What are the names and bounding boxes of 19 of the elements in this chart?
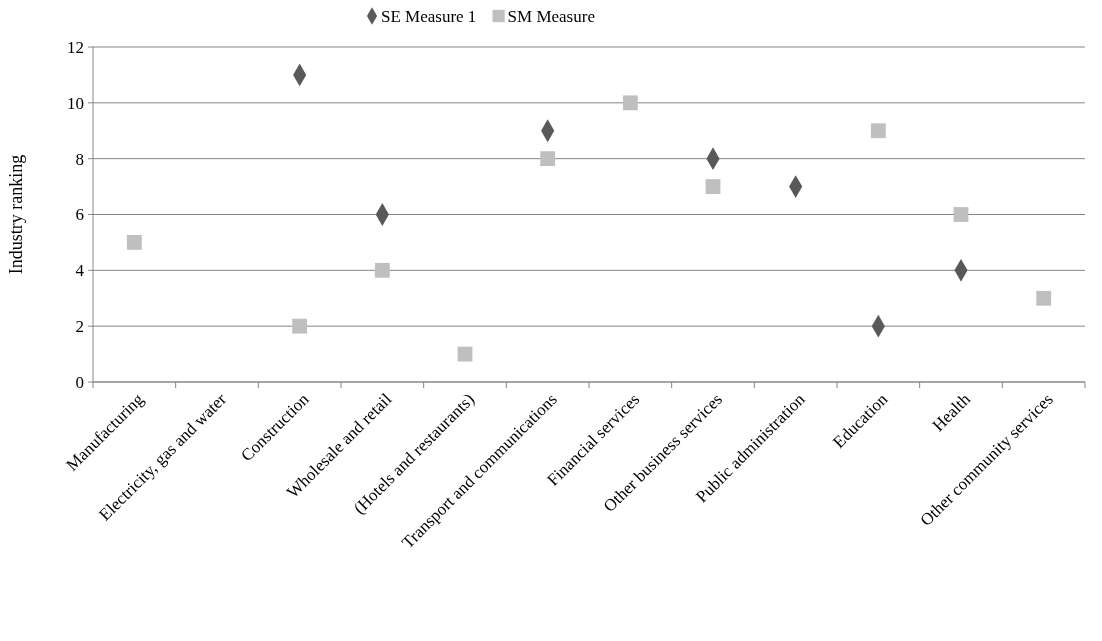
point	[540, 151, 556, 167]
y-tick-label: 12	[67, 37, 84, 57]
point	[1036, 290, 1052, 306]
y-tick-label: 2	[75, 317, 84, 337]
point	[622, 95, 638, 111]
legend-label: SE Measure 1	[381, 6, 477, 26]
y-axis-title: Industry ranking	[6, 154, 26, 275]
point	[705, 179, 721, 194]
point	[292, 318, 308, 334]
y-tick-label: 10	[67, 93, 84, 113]
legend-label: SM Measure	[507, 6, 595, 26]
y-tick-label: 6	[75, 205, 84, 225]
point	[126, 235, 142, 250]
point	[953, 207, 969, 222]
point	[870, 123, 886, 139]
point	[374, 262, 390, 278]
y-tick-label: 8	[75, 149, 84, 169]
y-tick-label: 0	[75, 372, 84, 392]
y-tick-label: 4	[75, 261, 85, 281]
